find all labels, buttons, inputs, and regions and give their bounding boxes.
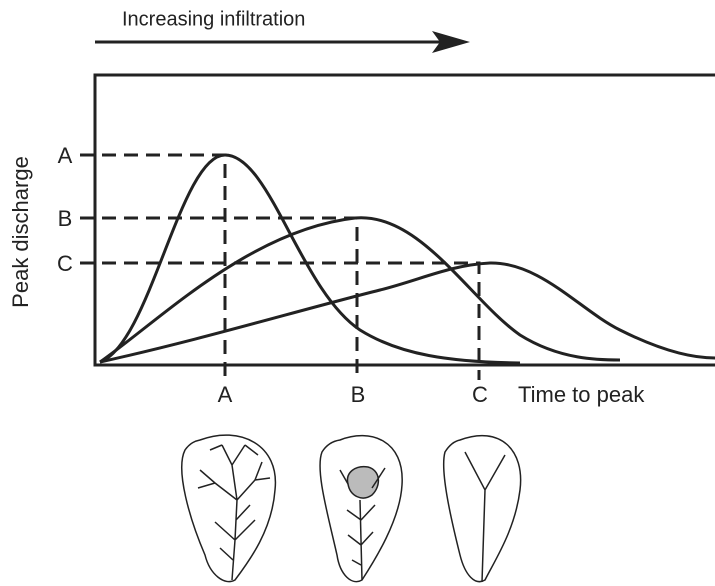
hydrograph-a	[100, 155, 520, 363]
x-mark-label: A	[218, 382, 233, 407]
y-mark-label: C	[57, 251, 73, 276]
x-mark-label: C	[472, 382, 488, 407]
hydrograph-b	[100, 218, 620, 362]
hydrograph-c	[100, 263, 715, 362]
diagram: Increasing infiltration Peak discharge A…	[0, 0, 715, 586]
watershed-a	[182, 435, 276, 582]
y-mark-label: A	[58, 143, 73, 168]
plot-frame	[95, 75, 715, 365]
peak-guide	[80, 155, 225, 380]
watershed-b	[320, 436, 402, 582]
watershed-c	[444, 436, 521, 582]
y-mark-label: B	[58, 206, 73, 231]
x-axis-label: Time to peak	[518, 382, 645, 407]
peak-guide	[80, 263, 479, 380]
x-mark-label: B	[351, 382, 366, 407]
y-axis-label: Peak discharge	[8, 156, 33, 308]
arrow-label: Increasing infiltration	[122, 8, 305, 30]
